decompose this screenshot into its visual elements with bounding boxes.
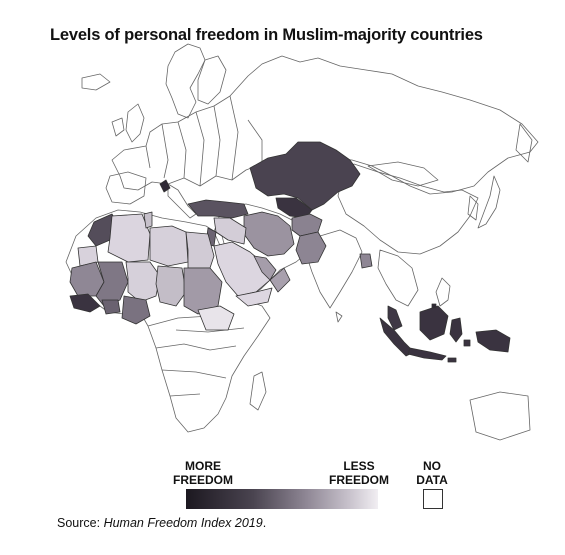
land-italy <box>167 183 197 219</box>
legend-gradient-bar <box>186 489 378 509</box>
country-pakistan <box>295 231 327 265</box>
country-chad <box>155 265 187 307</box>
legend-no-data-swatch <box>423 489 443 509</box>
land-china <box>337 163 479 255</box>
land-scandinavia <box>165 43 206 119</box>
country-ethiopia-somalia <box>197 305 235 331</box>
border-lines-africa <box>147 315 245 397</box>
source-prefix: Source: <box>57 516 104 530</box>
land-indochina <box>377 249 419 307</box>
legend-less-freedom-label: LESS FREEDOM <box>329 459 389 487</box>
source-suffix: . <box>262 516 267 530</box>
country-libya <box>149 225 189 267</box>
land-kamchatka <box>515 123 533 163</box>
land-india <box>305 229 363 309</box>
land-europe <box>111 55 539 195</box>
country-gulf <box>253 255 277 281</box>
country-indonesia-papua <box>475 329 511 353</box>
land-philippines <box>435 277 451 307</box>
country-iran <box>243 211 295 257</box>
country-indonesia-islands <box>447 339 471 363</box>
legend-more-freedom-label: MORE FREEDOM <box>173 459 233 487</box>
source-name: Human Freedom Index 2019 <box>103 516 263 530</box>
country-bangladesh <box>359 253 373 269</box>
land-britain <box>125 103 145 143</box>
land-iceland <box>81 73 111 91</box>
country-indonesia-sulawesi <box>449 317 463 343</box>
country-niger <box>125 261 161 303</box>
country-brunei <box>431 303 437 309</box>
source-credit: Source: Human Freedom Index 2019. <box>57 516 266 530</box>
country-indonesia-java <box>407 347 447 361</box>
land-korea <box>467 195 479 221</box>
country-indonesia-borneo <box>419 305 449 341</box>
country-iraq-syria <box>213 217 247 245</box>
land-mongolia <box>367 161 439 187</box>
land-finland <box>197 55 227 105</box>
border-lines-europe <box>145 95 263 187</box>
country-yemen <box>235 287 273 307</box>
country-borders <box>65 43 539 441</box>
land-sri-lanka <box>335 311 343 323</box>
map <box>65 43 539 441</box>
country-saudi-arabia <box>213 241 271 297</box>
country-kazakhstan <box>249 141 361 211</box>
country-oman <box>269 267 291 293</box>
legend-no-data-label: NO DATA <box>416 459 448 487</box>
country-malaysia <box>387 305 403 331</box>
country-tunisia <box>143 211 153 229</box>
land-iberia <box>105 171 147 205</box>
country-west-africa-dark <box>69 293 101 313</box>
country-balkans <box>159 179 171 193</box>
map-title: Levels of personal freedom in Muslim-maj… <box>50 26 483 44</box>
shaded-countries <box>69 141 511 363</box>
country-nigeria <box>121 295 151 325</box>
country-algeria <box>107 213 151 263</box>
land-australia <box>469 391 531 441</box>
land-japan <box>477 175 501 229</box>
land-madagascar <box>249 371 267 411</box>
land-ireland <box>111 117 125 137</box>
country-turkey <box>187 199 249 219</box>
country-burkina <box>101 299 121 315</box>
